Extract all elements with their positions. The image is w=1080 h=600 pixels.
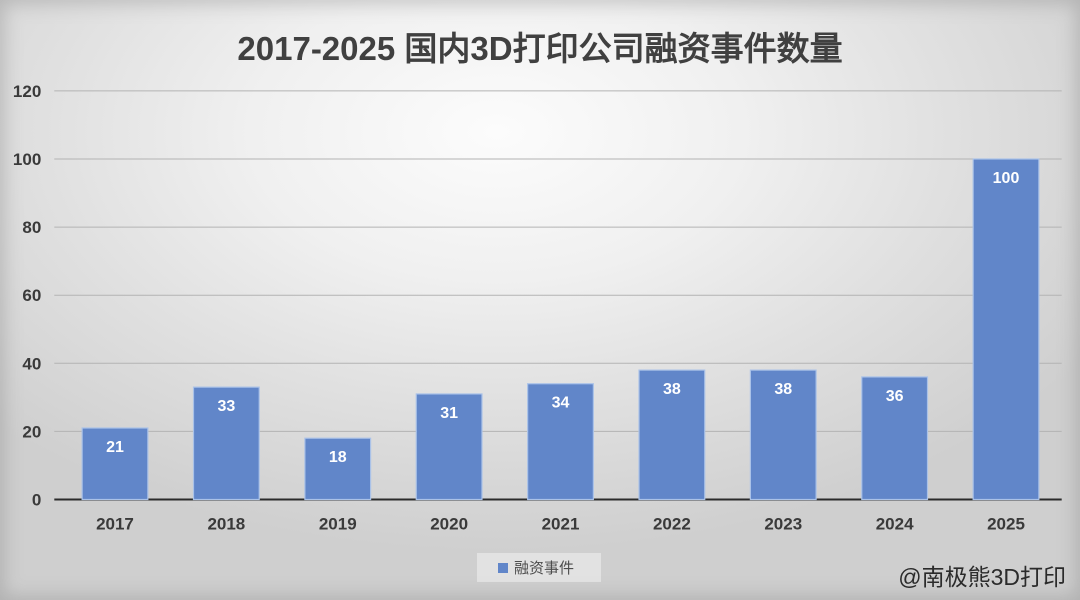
svg-text:2020: 2020 — [430, 515, 468, 534]
svg-text:2018: 2018 — [207, 515, 245, 534]
svg-text:40: 40 — [22, 354, 41, 373]
svg-text:21: 21 — [106, 439, 124, 456]
svg-text:2022: 2022 — [653, 515, 691, 534]
svg-text:2025: 2025 — [987, 515, 1025, 534]
svg-text:2021: 2021 — [542, 515, 580, 534]
svg-text:0: 0 — [32, 491, 41, 510]
svg-text:80: 80 — [22, 218, 41, 237]
svg-text:38: 38 — [774, 381, 792, 398]
svg-text:38: 38 — [663, 381, 681, 398]
svg-text:36: 36 — [886, 388, 904, 405]
svg-text:2017: 2017 — [96, 515, 134, 534]
svg-text:31: 31 — [440, 405, 458, 422]
svg-text:18: 18 — [329, 449, 347, 466]
svg-text:20: 20 — [22, 422, 41, 441]
svg-text:100: 100 — [13, 150, 41, 169]
svg-text:100: 100 — [993, 170, 1020, 187]
svg-text:34: 34 — [552, 395, 570, 412]
svg-text:120: 120 — [13, 82, 41, 101]
svg-text:2023: 2023 — [764, 515, 802, 534]
svg-text:2024: 2024 — [876, 515, 914, 534]
svg-text:2019: 2019 — [319, 515, 357, 534]
svg-text:60: 60 — [22, 286, 41, 305]
svg-text:33: 33 — [217, 398, 235, 415]
